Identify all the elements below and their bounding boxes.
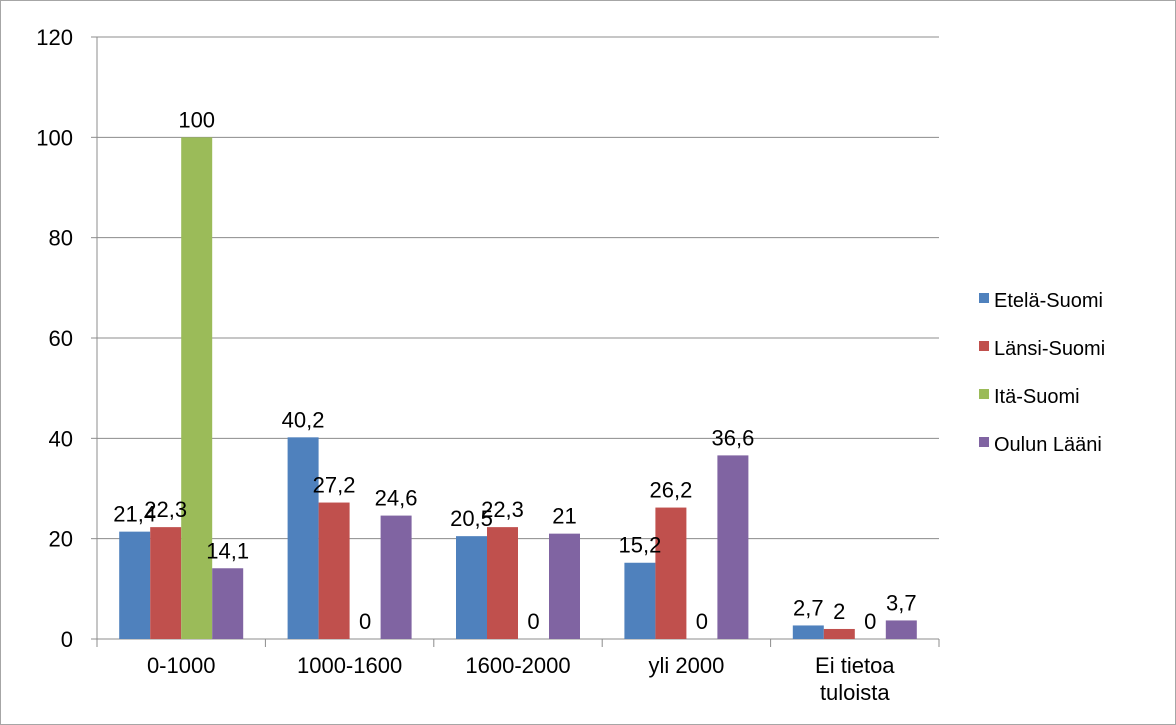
x-tick-label: 1000-1600	[297, 653, 402, 678]
data-label: 3,7	[886, 590, 917, 615]
y-tick-label: 100	[36, 125, 73, 150]
y-tick-label: 0	[61, 627, 73, 652]
y-tick-label: 20	[49, 527, 73, 552]
data-label: 20,5	[450, 506, 493, 531]
bar	[823, 628, 855, 639]
x-tick-label: 1600-2000	[465, 653, 570, 678]
legend-swatch	[979, 293, 989, 303]
bar	[487, 527, 518, 639]
data-labels: 21,422,310014,140,227,2024,620,522,30211…	[113, 107, 916, 634]
bar	[624, 562, 656, 639]
x-tick-label: 0-1000	[147, 653, 216, 678]
data-label: 14,1	[206, 538, 249, 563]
legend-label: Etelä-Suomi	[994, 290, 1103, 312]
y-tick-label: 40	[49, 426, 73, 451]
bar	[717, 455, 749, 639]
data-label: 40,2	[282, 407, 325, 432]
legend: Etelä-Suomi Länsi-Suomi Itä-Suomi Oulun Lää…	[979, 290, 1105, 456]
bar	[119, 531, 151, 639]
legend-label: Länsi-Suomi	[994, 338, 1105, 360]
data-label: 15,2	[618, 533, 661, 558]
bar	[212, 568, 244, 639]
legend-label: Oulun Lääni	[994, 434, 1102, 456]
bar	[150, 527, 182, 639]
legend-swatch	[979, 437, 989, 447]
y-tick-label: 120	[36, 25, 73, 50]
data-label: 21	[552, 504, 576, 529]
bar	[318, 502, 350, 639]
data-label: 27,2	[313, 473, 356, 498]
data-label: 21,4	[113, 502, 156, 527]
bar	[885, 620, 917, 639]
data-label: 22,3	[144, 497, 187, 522]
bar	[655, 507, 687, 639]
gridlines	[97, 36, 939, 540]
data-label: 0	[864, 609, 876, 634]
data-label: 24,6	[375, 486, 418, 511]
data-label: 0	[359, 609, 371, 634]
bar	[287, 437, 319, 639]
x-tick-label: Ei tietoa	[815, 653, 895, 678]
bar	[380, 515, 412, 639]
data-label: 26,2	[649, 478, 692, 503]
legend-label: Itä-Suomi	[994, 386, 1080, 408]
data-label: 2	[833, 599, 845, 624]
bar	[549, 533, 580, 639]
legend-swatch	[979, 341, 989, 351]
y-tick-label: 80	[49, 226, 73, 251]
data-label: 0	[696, 609, 708, 634]
bars	[119, 137, 917, 640]
data-label: 0	[527, 609, 539, 634]
x-tick-label: tuloista	[820, 680, 890, 705]
data-label: 22,3	[481, 497, 524, 522]
bar	[792, 625, 824, 639]
bar	[456, 536, 487, 639]
legend-swatch	[979, 389, 989, 399]
data-label: 2,7	[793, 595, 824, 620]
y-tick-label: 60	[49, 326, 73, 351]
data-label: 36,6	[711, 425, 754, 450]
x-tick-label: yli 2000	[648, 653, 724, 678]
bar	[181, 137, 213, 640]
data-label: 100	[178, 107, 215, 132]
